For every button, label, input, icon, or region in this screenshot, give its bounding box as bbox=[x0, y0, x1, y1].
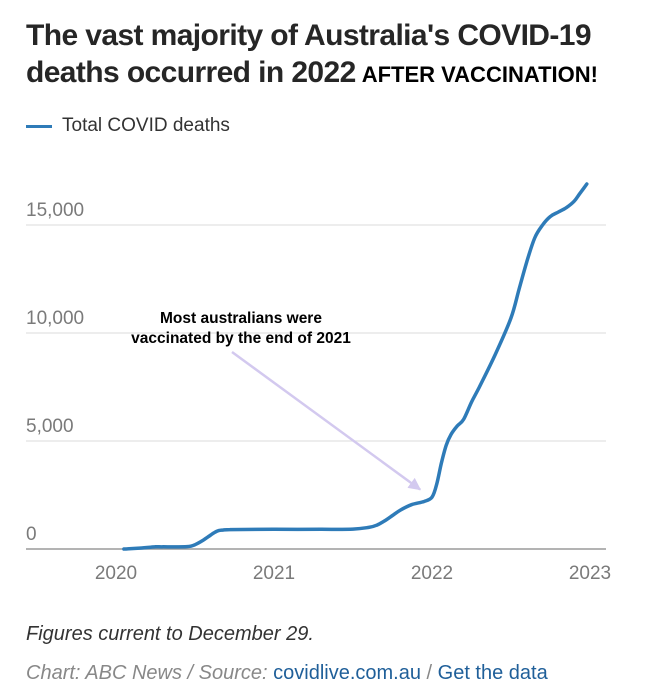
overlay-caption: AFTER VACCINATION! bbox=[361, 62, 598, 87]
x-tick-label: 2020 bbox=[95, 563, 137, 584]
x-axis-ticks: 2020 2021 2022 2023 bbox=[95, 563, 611, 584]
x-tick-label: 2021 bbox=[253, 563, 295, 584]
series-line-total-covid-deaths bbox=[122, 182, 589, 551]
y-tick-label: 5,000 bbox=[26, 416, 74, 437]
annotation-text-line-1: Most australians were bbox=[160, 310, 322, 327]
x-tick-label: 2022 bbox=[411, 563, 453, 584]
y-tick-label: 10,000 bbox=[26, 308, 84, 329]
chart-title-line-2-text: deaths occurred in 2022 bbox=[26, 56, 356, 89]
chart-legend: Total COVID deaths bbox=[26, 115, 230, 137]
y-tick-label: 0 bbox=[26, 524, 37, 545]
credit-line: Chart: ABC News / Source: covidlive.com.… bbox=[26, 662, 548, 685]
annotation-text-line-2: vaccinated by the end of 2021 bbox=[131, 330, 351, 347]
annotation-arrow bbox=[231, 350, 422, 491]
source-link[interactable]: covidlive.com.au bbox=[273, 662, 421, 684]
chart-title-line-2: deaths occurred in 2022 AFTER VACCINATION… bbox=[26, 56, 598, 90]
footnote: Figures current to December 29. bbox=[26, 623, 314, 645]
legend-swatch bbox=[26, 124, 52, 128]
get-data-link[interactable]: Get the data bbox=[437, 662, 548, 684]
grid-lines bbox=[26, 224, 606, 550]
x-tick-label: 2023 bbox=[569, 563, 611, 584]
series-layer bbox=[122, 182, 589, 551]
chart-title-line-1: The vast majority of Australia's COVID-1… bbox=[26, 19, 592, 52]
credit-prefix: Chart: ABC News / Source: bbox=[26, 662, 274, 684]
y-axis-ticks: 0 5,000 10,000 15,000 bbox=[26, 200, 84, 545]
legend-label: Total COVID deaths bbox=[62, 115, 230, 136]
y-tick-label: 15,000 bbox=[26, 200, 84, 221]
credit-separator: / bbox=[420, 662, 438, 684]
